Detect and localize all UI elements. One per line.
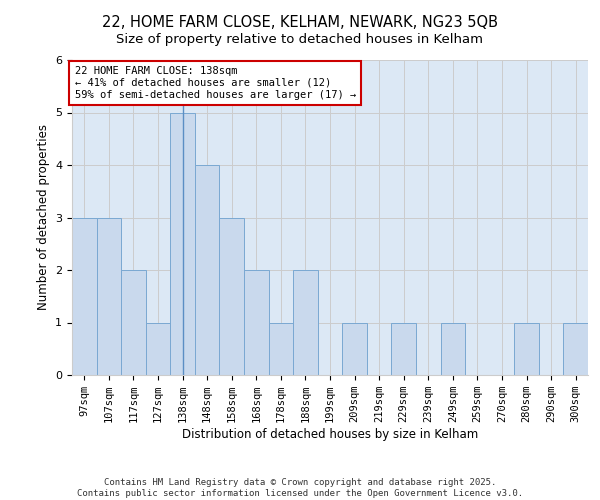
Bar — [440, 322, 465, 375]
Bar — [342, 322, 367, 375]
Bar — [121, 270, 146, 375]
Bar — [563, 322, 588, 375]
Bar — [72, 218, 97, 375]
Text: Contains HM Land Registry data © Crown copyright and database right 2025.
Contai: Contains HM Land Registry data © Crown c… — [77, 478, 523, 498]
Bar — [220, 218, 244, 375]
Bar — [244, 270, 269, 375]
Text: 22, HOME FARM CLOSE, KELHAM, NEWARK, NG23 5QB: 22, HOME FARM CLOSE, KELHAM, NEWARK, NG2… — [102, 15, 498, 30]
Bar — [97, 218, 121, 375]
Bar — [146, 322, 170, 375]
Text: 22 HOME FARM CLOSE: 138sqm
← 41% of detached houses are smaller (12)
59% of semi: 22 HOME FARM CLOSE: 138sqm ← 41% of deta… — [74, 66, 356, 100]
Text: Size of property relative to detached houses in Kelham: Size of property relative to detached ho… — [116, 32, 484, 46]
Y-axis label: Number of detached properties: Number of detached properties — [37, 124, 50, 310]
Bar — [269, 322, 293, 375]
Bar — [293, 270, 318, 375]
Bar — [514, 322, 539, 375]
Bar — [195, 165, 220, 375]
Bar — [170, 112, 195, 375]
X-axis label: Distribution of detached houses by size in Kelham: Distribution of detached houses by size … — [182, 428, 478, 441]
Bar — [391, 322, 416, 375]
